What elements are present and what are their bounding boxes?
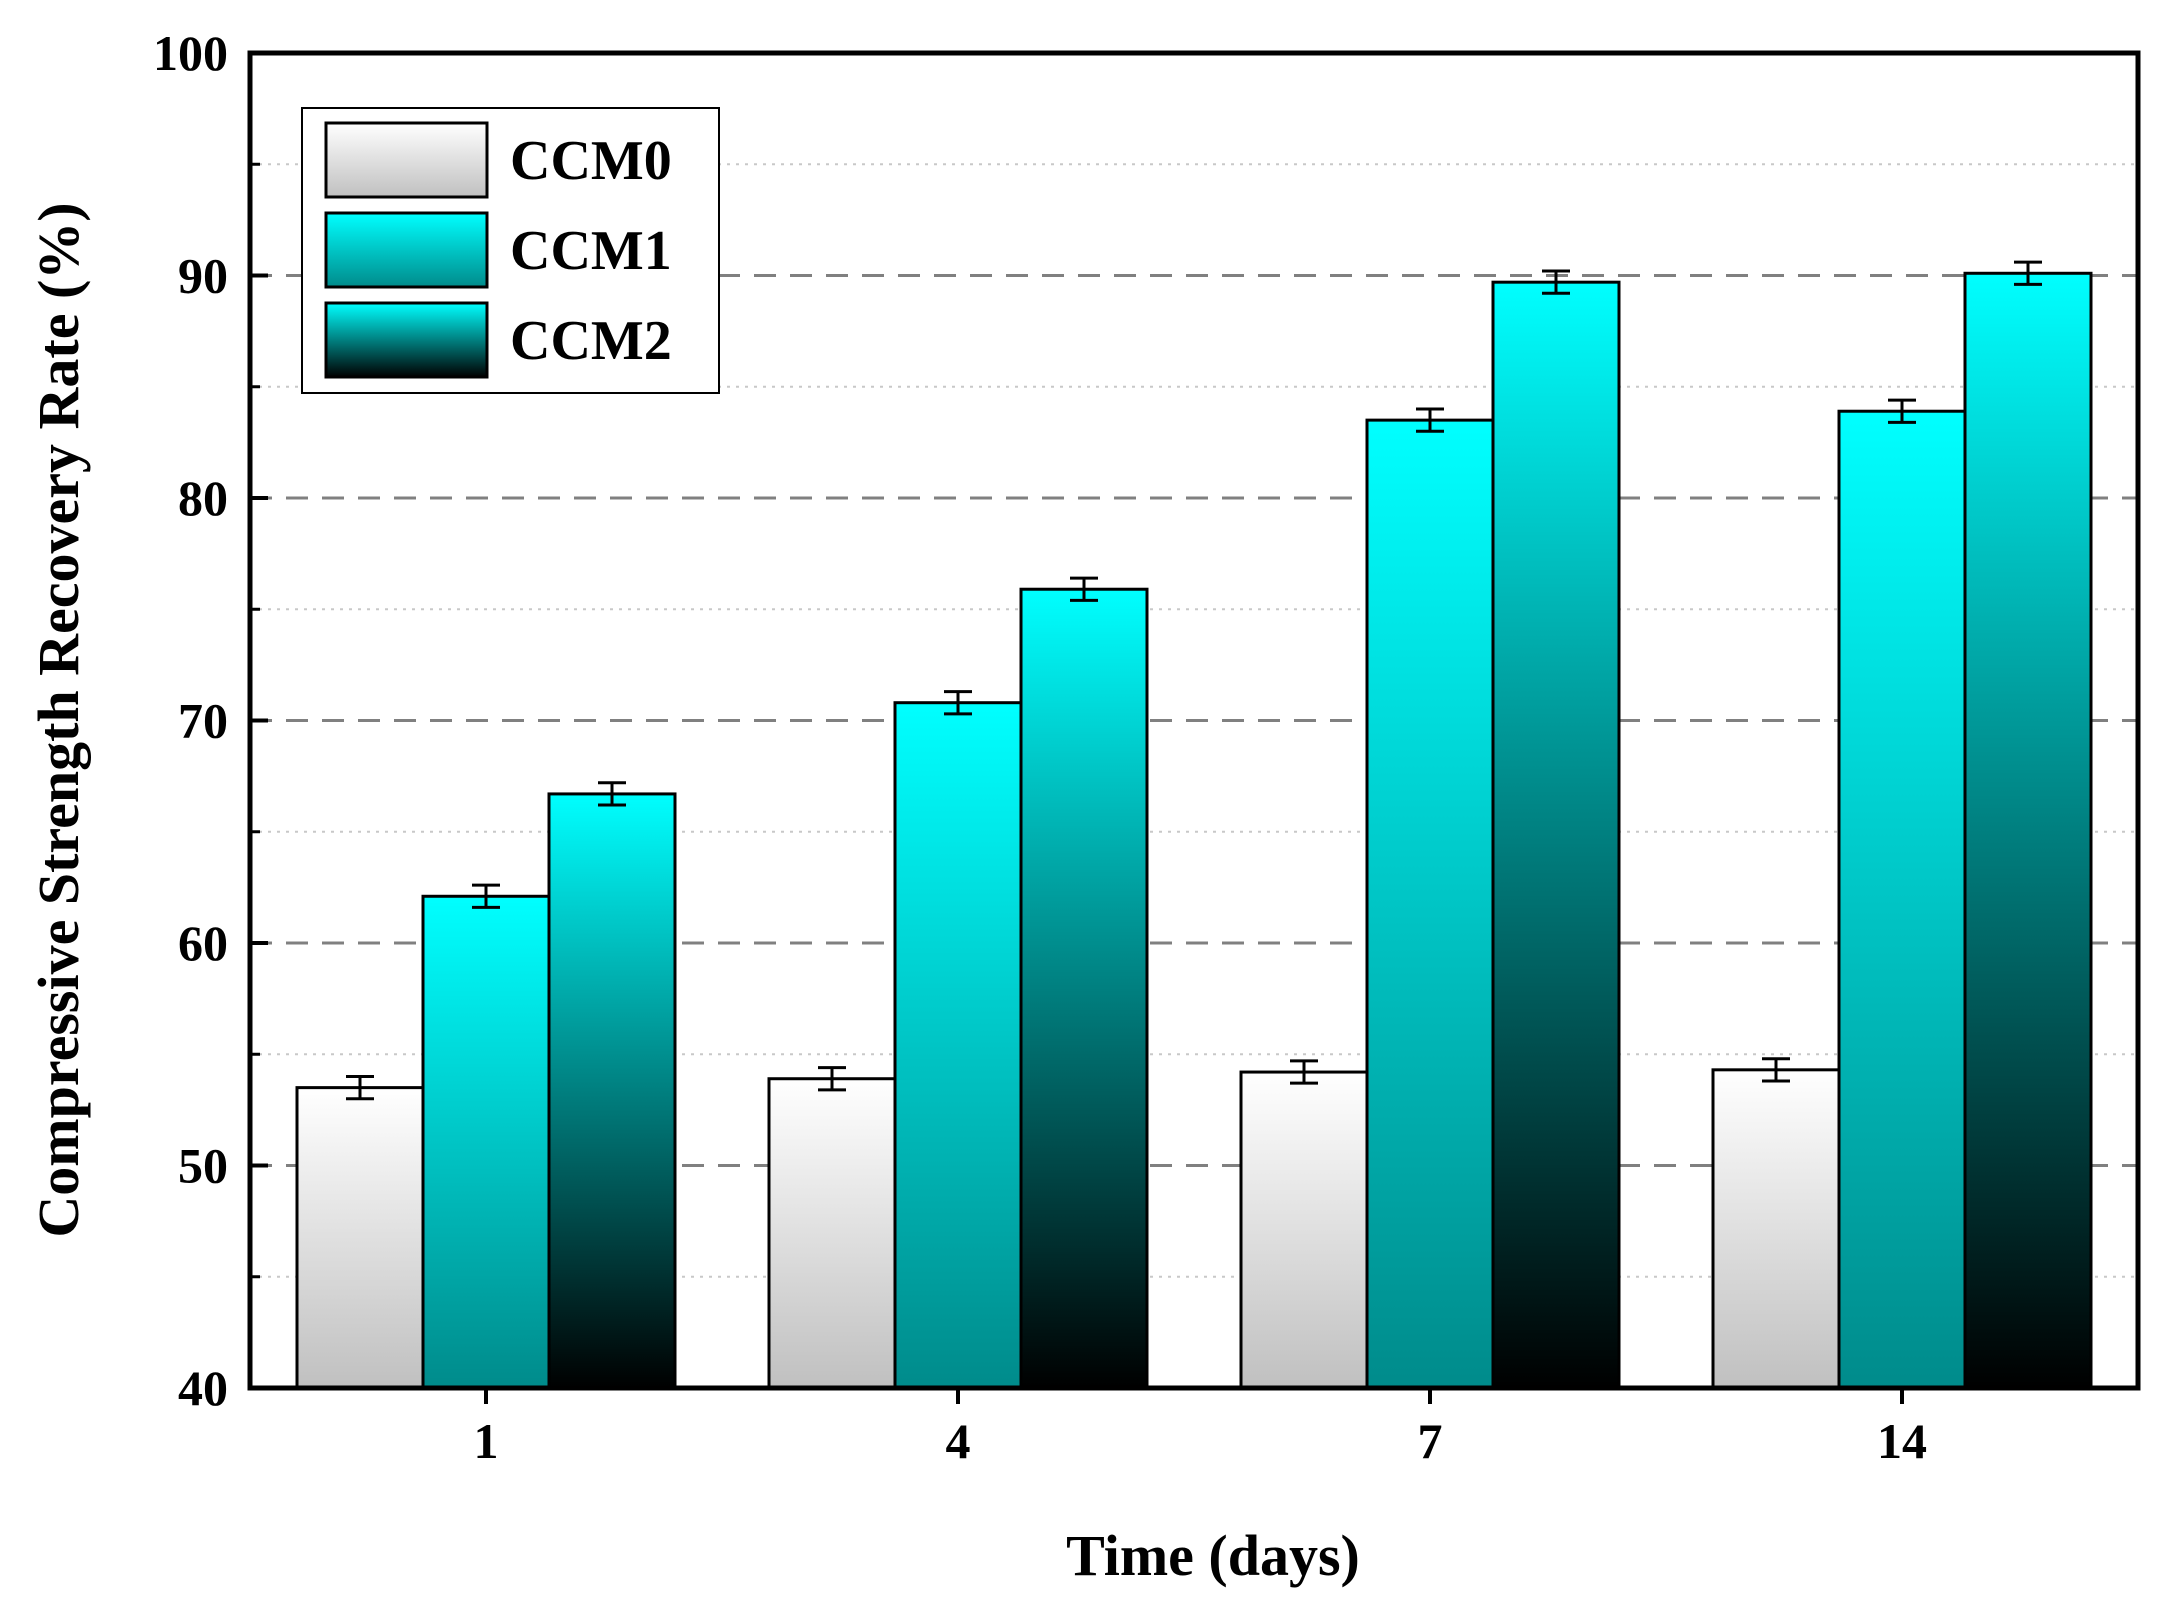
y-tick-label: 80	[178, 470, 228, 526]
legend-label-ccm0: CCM0	[510, 130, 672, 192]
x-tick-label: 7	[1418, 1413, 1443, 1469]
y-axis-title: Compressive Strength Recovery Rate (%)	[26, 202, 91, 1237]
x-tick-label: 4	[946, 1413, 971, 1469]
y-axis: 40 50 60 70 80 90 100	[153, 25, 268, 1416]
y-tick-label: 40	[178, 1360, 228, 1416]
grid	[250, 163, 2138, 1278]
x-axis-title: Time (days)	[1066, 1523, 1360, 1588]
y-tick-label: 90	[178, 248, 228, 304]
y-tick-label: 70	[178, 693, 228, 749]
x-tick-label: 1	[474, 1413, 499, 1469]
bar-ccm1-1	[421, 894, 551, 1390]
legend-label-ccm1: CCM1	[510, 220, 672, 282]
bar-ccm2-14	[1963, 271, 2093, 1390]
y-tick-label: 50	[178, 1138, 228, 1194]
legend: CCM0 CCM1 CCM2	[301, 107, 720, 394]
bar-ccm1-14	[1837, 409, 1967, 1390]
bar-ccm1-7	[1365, 418, 1495, 1390]
bar-ccm2-7	[1491, 280, 1621, 1390]
error-bars	[346, 260, 2042, 1101]
legend-swatch-ccm2	[324, 301, 489, 379]
bar-ccm0-4	[767, 1077, 897, 1390]
bar-ccm0-14	[1711, 1068, 1841, 1390]
bar-ccm1-4	[893, 701, 1023, 1390]
x-tick-label: 14	[1877, 1413, 1927, 1469]
bar-ccm0-7	[1239, 1070, 1369, 1390]
legend-label-ccm2: CCM2	[510, 310, 672, 372]
bar-ccm2-1	[547, 792, 677, 1390]
bar-ccm0-1	[295, 1086, 425, 1390]
legend-swatch-ccm0	[324, 121, 489, 199]
bars	[295, 271, 2093, 1390]
x-axis: 1 4 7 14	[474, 1388, 1927, 1469]
bar-ccm2-4	[1019, 587, 1149, 1390]
legend-swatch-ccm1	[324, 211, 489, 289]
y-tick-label: 100	[153, 25, 228, 81]
y-tick-label: 60	[178, 915, 228, 971]
